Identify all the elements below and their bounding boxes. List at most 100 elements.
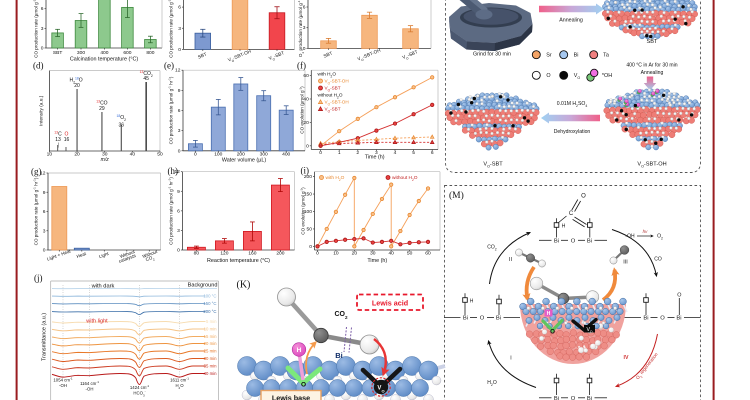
svg-text:3: 3 (178, 128, 181, 134)
svg-text:Bi: Bi (574, 53, 579, 59)
svg-text:Bi: Bi (554, 238, 559, 244)
svg-text:3: 3 (177, 228, 180, 234)
svg-text:with light: with light (85, 318, 108, 324)
svg-text:SBT: SBT (53, 50, 63, 56)
svg-text:Bi: Bi (335, 351, 343, 360)
svg-text:0: 0 (178, 47, 181, 53)
svg-text:Lewis base: Lewis base (272, 394, 310, 400)
svg-text:Ta: Ta (603, 53, 609, 59)
svg-text:H: H (562, 224, 566, 230)
svg-text:-OH: -OH (59, 383, 67, 388)
svg-text:1611 cm-1: 1611 cm-1 (170, 377, 189, 383)
svg-text:6: 6 (43, 209, 46, 215)
svg-text:80: 80 (194, 251, 200, 257)
svg-text:6: 6 (431, 150, 434, 156)
svg-text:O: O (480, 316, 485, 322)
svg-text:12: 12 (174, 169, 180, 175)
svg-text:60: 60 (425, 251, 431, 257)
svg-text:VO-SBT-OH: VO-SBT-OH (325, 100, 349, 107)
svg-text:0: 0 (177, 248, 180, 254)
svg-text:I: I (510, 356, 511, 362)
svg-text:150 °C: 150 °C (203, 301, 216, 306)
svg-text:(j): (j) (34, 273, 43, 283)
svg-text:3: 3 (303, 25, 306, 31)
svg-text:VO-SBT: VO-SBT (325, 107, 341, 114)
svg-text:25 min: 25 min (204, 348, 218, 353)
svg-text:40 min: 40 min (204, 371, 218, 376)
svg-text:CO production rate (µmol g-1 h: CO production rate (µmol g-1 hr-1) (33, 0, 39, 58)
svg-text:O: O (571, 396, 576, 400)
svg-text:160: 160 (248, 251, 256, 257)
svg-text:40: 40 (130, 152, 136, 158)
svg-text:Bi: Bi (676, 316, 681, 322)
svg-text:CO: CO (654, 257, 662, 263)
svg-text:Time (h): Time (h) (367, 258, 387, 264)
svg-text:CO production rate (µmol g-1 h: CO production rate (µmol g-1 hr-1) (168, 0, 174, 58)
svg-text:300: 300 (77, 50, 85, 56)
svg-text:6: 6 (178, 5, 181, 11)
svg-text:without H2O: without H2O (318, 93, 343, 100)
svg-text:600: 600 (123, 50, 131, 56)
svg-text:(d): (d) (33, 61, 44, 71)
svg-text:O: O (550, 329, 555, 336)
svg-text:Heat: Heat (76, 251, 88, 259)
svg-text:100: 100 (304, 209, 312, 215)
svg-text:13CO: 13CO (96, 99, 107, 106)
svg-text:60: 60 (303, 73, 309, 79)
svg-text:20: 20 (303, 120, 309, 126)
svg-text:H: H (547, 311, 551, 317)
svg-text:CO2: CO2 (487, 245, 497, 252)
svg-text:30: 30 (102, 152, 108, 158)
svg-text:50: 50 (407, 251, 413, 257)
svg-text:O: O (581, 194, 586, 200)
svg-text:-OH: -OH (625, 234, 635, 240)
svg-text:100: 100 (214, 152, 222, 158)
svg-text:-OH: -OH (86, 387, 94, 392)
svg-text:35 min: 35 min (204, 363, 218, 368)
svg-text:15 min: 15 min (204, 334, 218, 339)
svg-text:Bi: Bi (554, 396, 559, 400)
svg-text:13C: 13C (54, 130, 62, 137)
svg-text:13: 13 (55, 137, 61, 143)
svg-text:10 min: 10 min (204, 326, 218, 331)
svg-text:6: 6 (303, 5, 306, 11)
svg-text:Bi: Bi (643, 316, 648, 322)
svg-text:(e): (e) (164, 61, 174, 71)
svg-text:3: 3 (41, 26, 44, 32)
svg-text:Bi: Bi (587, 396, 592, 400)
svg-text:40: 40 (303, 97, 309, 103)
svg-text:18O2: 18O2 (117, 114, 127, 122)
svg-text:5 min: 5 min (206, 319, 217, 324)
svg-text:O: O (65, 131, 69, 137)
svg-text:Without: Without (119, 249, 136, 259)
svg-text:Time (h): Time (h) (365, 154, 385, 160)
svg-text:4: 4 (394, 150, 397, 156)
svg-text:0: 0 (43, 248, 46, 254)
svg-text:5: 5 (412, 150, 415, 156)
svg-text:45: 45 (143, 76, 149, 82)
svg-text:20: 20 (74, 83, 80, 89)
svg-text:0: 0 (178, 148, 181, 154)
svg-text:HCO3-: HCO3- (133, 390, 145, 398)
svg-text:Annealing: Annealing (559, 18, 583, 24)
svg-text:400: 400 (100, 50, 108, 56)
svg-text:16: 16 (64, 137, 70, 143)
svg-text:VO: VO (377, 386, 384, 394)
svg-text:O: O (571, 238, 576, 244)
svg-text:without H2O: without H2O (392, 175, 418, 182)
svg-text:CO production rate (µmol g-1 h: CO production rate (µmol g-1 hr-1) (168, 177, 174, 245)
svg-text:H: H (297, 347, 302, 354)
svg-text:Bi: Bi (587, 238, 592, 244)
svg-text:0: 0 (303, 46, 306, 52)
svg-text:36: 36 (119, 122, 125, 128)
svg-text:150: 150 (304, 192, 312, 198)
svg-text:CO2: CO2 (334, 311, 348, 320)
svg-text:O: O (546, 73, 550, 79)
svg-text:CO production rate (µmol g-1 h: CO production rate (µmol g-1 hr-1) (168, 76, 174, 144)
svg-text:H2O: H2O (175, 383, 184, 390)
svg-text:VO-SBT-OH: VO-SBT-OH (325, 79, 349, 86)
svg-text:O2: O2 (657, 234, 663, 241)
svg-text:6: 6 (41, 6, 44, 12)
svg-text:400 °C in Ar for 30 min: 400 °C in Ar for 30 min (626, 63, 677, 69)
svg-text:0: 0 (306, 143, 309, 149)
